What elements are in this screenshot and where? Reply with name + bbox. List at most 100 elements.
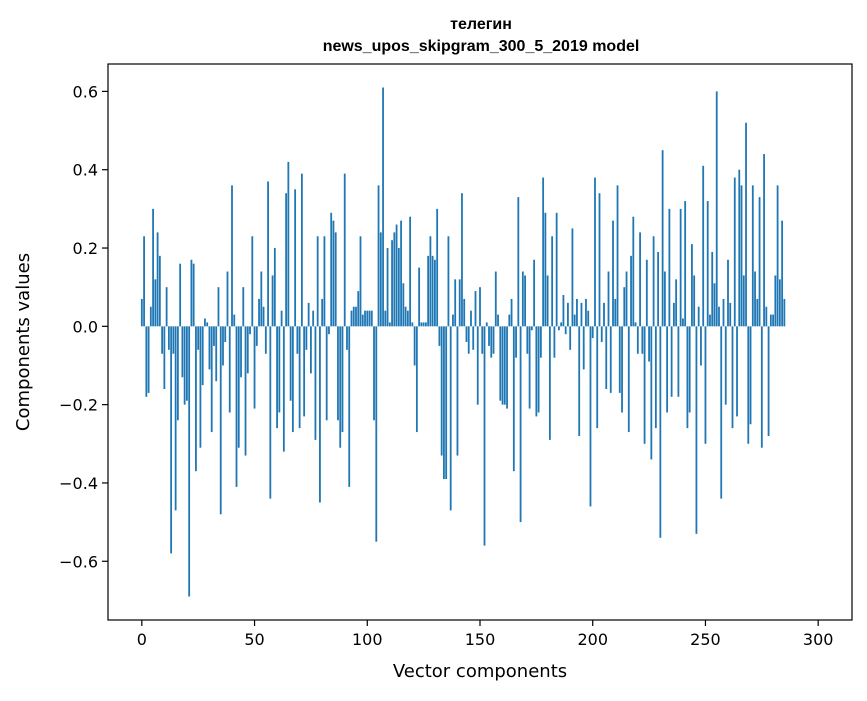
bar	[668, 208, 671, 327]
bar	[548, 326, 551, 440]
bar	[343, 173, 346, 327]
bar	[585, 298, 587, 327]
bar	[167, 326, 170, 350]
bar	[600, 326, 603, 342]
bar	[724, 326, 727, 405]
bar	[328, 326, 330, 335]
bar	[434, 259, 436, 327]
bar	[645, 259, 648, 327]
bar	[140, 298, 143, 327]
bar	[395, 224, 398, 327]
bar	[176, 326, 179, 421]
x-tick-label: 200	[577, 630, 608, 649]
bar	[627, 326, 630, 433]
bar	[591, 326, 594, 339]
bar	[391, 240, 393, 327]
bar	[537, 326, 540, 413]
bar	[693, 275, 696, 327]
bar	[553, 326, 556, 358]
bar	[672, 302, 675, 327]
bar	[269, 326, 272, 499]
bar	[418, 267, 421, 327]
bar	[740, 185, 743, 327]
bar	[228, 326, 231, 413]
bar	[285, 193, 288, 327]
bar	[700, 326, 702, 366]
bar	[271, 275, 274, 327]
y-tick-label: 0.0	[73, 317, 98, 336]
bar	[233, 314, 236, 327]
bar	[506, 326, 508, 409]
bar	[325, 326, 328, 421]
bar	[733, 177, 736, 327]
bar	[639, 232, 641, 327]
bar	[641, 326, 644, 354]
bar	[307, 302, 310, 327]
bar	[501, 326, 504, 405]
bar	[657, 251, 660, 327]
bar	[481, 326, 484, 354]
bar	[359, 236, 362, 327]
bar	[264, 326, 267, 354]
bar	[255, 326, 258, 346]
bar	[406, 310, 409, 327]
bar	[213, 326, 215, 346]
bar	[727, 259, 729, 327]
bar	[533, 259, 536, 327]
bar	[621, 326, 623, 413]
bar	[181, 326, 184, 378]
bar	[402, 283, 405, 327]
bar	[158, 255, 161, 327]
chart-title-line1: телегин	[450, 16, 512, 33]
x-tick-label: 150	[465, 630, 496, 649]
bar	[305, 326, 308, 350]
bar	[456, 326, 459, 456]
bar	[447, 236, 450, 327]
bar	[224, 326, 227, 342]
bar	[149, 306, 152, 327]
bar	[357, 291, 360, 327]
bar	[582, 326, 585, 370]
bar	[226, 271, 229, 327]
y-tick-label: 0.2	[73, 239, 98, 258]
bar	[346, 326, 348, 350]
bar	[424, 322, 427, 327]
bar	[542, 177, 545, 327]
bar	[519, 326, 522, 523]
bar	[341, 326, 344, 433]
bar	[711, 251, 714, 327]
bar	[463, 298, 466, 327]
bar	[240, 326, 242, 378]
bar	[467, 326, 470, 354]
bar	[276, 326, 278, 429]
bar	[237, 326, 240, 448]
bar	[156, 232, 159, 327]
bar	[436, 208, 439, 327]
bar	[682, 318, 684, 327]
bar	[691, 244, 693, 327]
bar	[409, 216, 412, 327]
bar	[715, 91, 718, 327]
bar	[145, 326, 148, 397]
bar	[686, 326, 689, 429]
bar	[555, 212, 558, 327]
bar	[558, 326, 560, 331]
bar	[745, 122, 747, 327]
bar	[337, 326, 339, 421]
bar	[388, 322, 391, 327]
y-tick-label: 0.6	[73, 82, 98, 101]
bar	[386, 248, 389, 327]
bar	[763, 154, 765, 327]
bar	[490, 326, 493, 358]
bar	[350, 310, 353, 327]
bar	[503, 326, 506, 405]
bar	[618, 326, 621, 393]
chart-title-line2: news_upos_skipgram_300_5_2019 model	[323, 38, 640, 55]
bar	[535, 326, 538, 417]
bar	[564, 326, 567, 335]
bar	[670, 326, 673, 397]
bar	[517, 197, 520, 327]
bar	[499, 326, 502, 401]
bar	[449, 326, 452, 511]
bar	[578, 326, 581, 436]
